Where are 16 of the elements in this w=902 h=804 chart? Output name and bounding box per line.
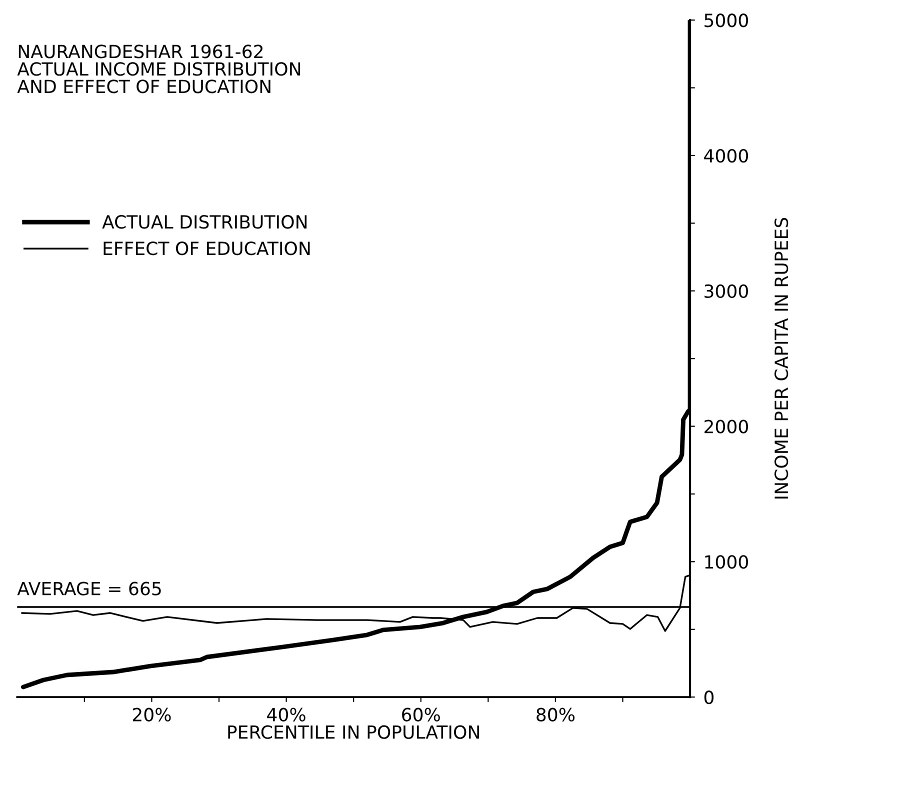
y-axis-title: INCOME PER CAPITA IN RUPEES <box>774 218 788 498</box>
y-tick-label: 2000 <box>704 420 748 434</box>
x-tick-label: 40% <box>267 708 306 722</box>
legend-label: ACTUAL DISTRIBUTION <box>102 215 307 229</box>
y-tick-label: 1000 <box>705 555 748 569</box>
legend-label: EFFECT OF EDUCATION <box>104 242 310 256</box>
ref-line-label: AVERAGE = 665 <box>17 582 161 596</box>
y-tick-label: 4000 <box>704 148 748 163</box>
text: NAURANGDESHAR 1961-62 ACTUAL INCOME DISTRIBUTION AND EFFECT OF EDUCATION <box>17 44 300 94</box>
x-tick-label: 20% <box>132 708 171 722</box>
y-tick-label: 3000 <box>704 284 748 298</box>
y-tick-label: 5000 <box>704 14 748 28</box>
x-tick-label: 60% <box>402 708 440 722</box>
x-axis-title: PERCENTILE IN POPULATION <box>228 725 479 739</box>
x-tick-label: 80% <box>536 708 575 722</box>
y-tick-label: 0 <box>704 690 714 704</box>
